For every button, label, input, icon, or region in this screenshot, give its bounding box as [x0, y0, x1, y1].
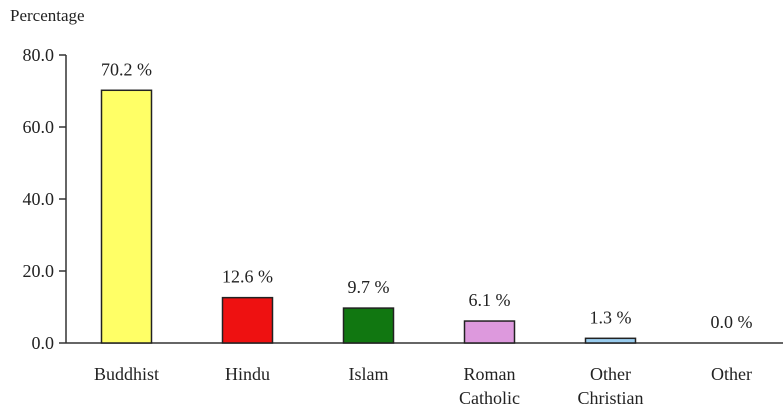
category-label: Hindu [225, 364, 270, 384]
bar-value-label: 12.6 % [222, 267, 273, 287]
bar [342, 307, 395, 344]
category-label: Islam [349, 364, 389, 384]
bar [100, 89, 153, 344]
bar-value-label: 1.3 % [590, 307, 632, 327]
y-tick-label: 20.0 [23, 261, 55, 281]
category-label-line: Islam [349, 364, 389, 384]
category-label-line: Other [711, 364, 752, 384]
category-label-line: Other [590, 364, 631, 384]
y-tick-label: 80.0 [23, 45, 55, 65]
bar-value-label: 6.1 % [469, 290, 511, 310]
y-tick-label: 60.0 [23, 117, 55, 137]
bar-value-label: 0.0 % [711, 312, 753, 332]
y-tick-label: 0.0 [32, 333, 55, 353]
category-label-line: Catholic [459, 388, 520, 407]
category-label: Other Christian [578, 364, 644, 407]
y-axis-title: Percentage [10, 6, 85, 25]
category-label: Buddhist [94, 364, 159, 384]
y-tick-label: 40.0 [23, 189, 55, 209]
category-label-line: Buddhist [94, 364, 159, 384]
bar [584, 337, 637, 344]
category-label: Roman Catholic [459, 364, 520, 407]
bar [221, 296, 274, 344]
bar-value-label: 9.7 % [348, 277, 390, 297]
bar-value-label: 70.2 % [101, 59, 152, 79]
category-label-line: Christian [578, 388, 644, 407]
category-label: Other [711, 364, 752, 384]
bar [463, 320, 516, 344]
category-label-line: Hindu [225, 364, 270, 384]
category-label-line: Roman [464, 364, 516, 384]
